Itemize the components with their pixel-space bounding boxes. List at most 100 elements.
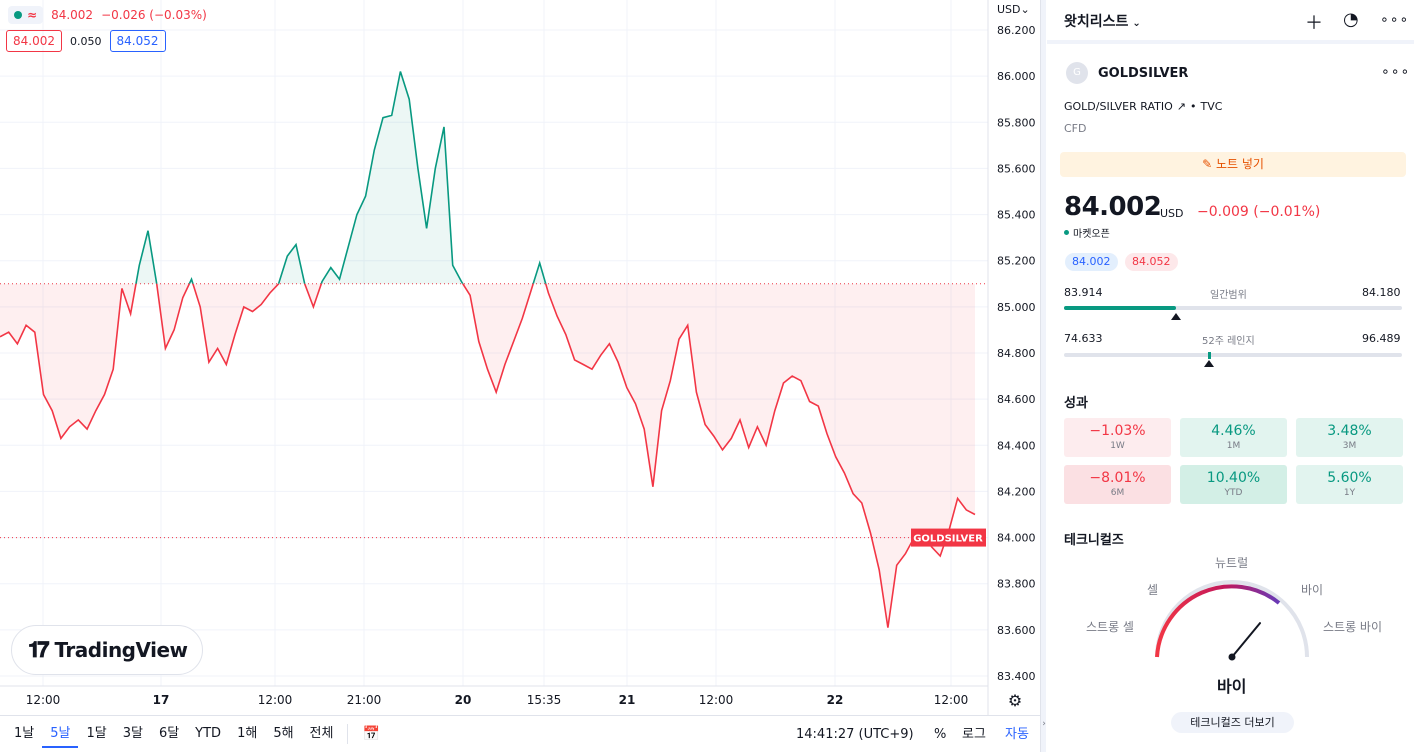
separator-dot: • (1189, 100, 1197, 113)
clock[interactable]: 14:41:27 (UTC+9) (796, 727, 914, 742)
currency-select[interactable]: USD⌄ (997, 3, 1030, 16)
range-button[interactable]: 1해 (237, 726, 258, 741)
edit-icon: ✎ (1202, 157, 1213, 171)
performance-cell[interactable]: −8.01% 6M (1064, 465, 1171, 504)
x-tick-label: 12:00 (258, 693, 293, 707)
external-link-icon[interactable]: ↗ (1176, 100, 1186, 113)
performance-cell[interactable]: −1.03% 1W (1064, 418, 1171, 457)
add-note-button[interactable]: ✎ 노트 넣기 (1060, 152, 1406, 177)
performance-value: 3.48% (1327, 423, 1372, 439)
symbol-type: CFD (1064, 122, 1087, 135)
chevron-right-icon[interactable]: › (1042, 719, 1046, 729)
area-down (0, 283, 975, 628)
range-button[interactable]: 1날 (14, 726, 35, 741)
week52-bar (1064, 353, 1402, 357)
symbol-row[interactable]: G GOLDSILVER (1066, 62, 1188, 84)
performance-period: 1Y (1343, 488, 1356, 498)
y-tick-label: 85.600 (997, 162, 1036, 175)
pie-chart-icon[interactable]: ◔ (1343, 9, 1359, 30)
performance-value: −8.01% (1089, 470, 1146, 486)
line-layer (0, 71, 976, 628)
performance-cell[interactable]: 4.46% 1M (1180, 418, 1287, 457)
watchlist-title[interactable]: 왓치리스트 ⌄ (1064, 11, 1141, 31)
performance-value: 10.40% (1206, 470, 1261, 486)
technicals-title[interactable]: 테크니컬즈 (1064, 533, 1124, 548)
chevron-down-icon: ⌄ (1020, 3, 1030, 16)
performance-cell[interactable]: 10.40% YTD (1180, 465, 1287, 504)
calendar-icon[interactable]: 📅 (362, 726, 380, 742)
legend-price: 84.002 (51, 8, 94, 22)
x-tick-label: 12:00 (699, 693, 734, 707)
spread-value: 0.050 (70, 34, 102, 48)
symbol-price-tag-label: GOLDSILVER (913, 534, 983, 545)
range-button[interactable]: 1달 (86, 726, 107, 741)
visibility-toggle[interactable]: ≈ (8, 6, 44, 24)
symbol-description: GOLD/SILVER RATIO ↗ • TVC (1064, 100, 1222, 113)
bottom-toolbar: 1날 5날 1달 3달 6달 YTD 1해 5해 전체 📅 14:41:27 (UTC+9) %… (0, 715, 1040, 752)
gauge-neutral-label: 뉴트럴 (1215, 556, 1249, 570)
y-tick-label: 84.400 (997, 439, 1036, 452)
legend-change: −0.026 (−0.03%) (101, 8, 207, 22)
range-button[interactable]: 전체 (309, 726, 334, 741)
chart-pane[interactable]: 86.200 86.000 85.800 85.600 85.400 85.200 85.0… (0, 0, 1040, 715)
market-status: 마켓오픈 (1064, 225, 1110, 240)
x-tick-label: 12:00 (26, 693, 61, 707)
ask-chip: 84.052 (1125, 253, 1178, 271)
tradingview-logo[interactable]: 𝟏𝟕 TradingView (11, 625, 203, 675)
legend-row: ≈ 84.002 −0.026 (−0.03%) (8, 6, 207, 24)
add-note-label: 노트 넣기 (1215, 157, 1264, 171)
pane-divider[interactable] (1040, 0, 1046, 752)
gauge-result: 바이 (1217, 677, 1247, 696)
more-icon[interactable]: ∘∘∘ (1381, 64, 1411, 80)
y-tick-label: 84.600 (997, 393, 1036, 406)
area-up (135, 71, 546, 284)
series-line-down (0, 283, 976, 628)
gear-icon[interactable]: ⚙ (1007, 691, 1023, 710)
ask-button[interactable]: 84.052 (109, 30, 166, 52)
range-button[interactable]: YTD (195, 726, 222, 741)
performance-grid: −1.03% 1W 4.46% 1M 3.48% 3M −8.01% 6M 10.40% YTD 5… (1064, 418, 1403, 504)
week52-label: 52주 레인지 (1202, 336, 1255, 347)
status-dot-icon (14, 11, 22, 19)
day-range-bar (1064, 306, 1402, 310)
y-tick-label: 85.400 (997, 209, 1036, 222)
more-technicals-button[interactable]: 테크니컬즈 더보기 (1171, 712, 1294, 733)
log-button[interactable]: 로그 (962, 727, 986, 742)
y-tick-label: 83.800 (997, 578, 1036, 591)
performance-value: 5.60% (1327, 470, 1372, 486)
bid-button[interactable]: 84.002 (6, 30, 62, 52)
performance-cell[interactable]: 5.60% 1Y (1296, 465, 1403, 504)
day-range-fill (1064, 306, 1176, 310)
performance-period: 3M (1342, 441, 1357, 451)
range-button[interactable]: 6달 (158, 726, 180, 741)
y-tick-label: 86.000 (997, 70, 1036, 83)
gauge-buy-label: 바이 (1301, 583, 1324, 597)
price-currency: USD (1160, 207, 1184, 220)
x-tick-label: 20 (455, 693, 472, 707)
range-button[interactable]: 5날 (42, 720, 79, 748)
gauge-track (1155, 580, 1309, 658)
performance-title: 성과 (1064, 396, 1088, 411)
watchlist-title-label: 왓치리스트 (1064, 14, 1129, 30)
more-icon[interactable]: ∘∘∘ (1380, 12, 1410, 28)
price-change: −0.009 (−0.01%) (1197, 204, 1321, 220)
plus-icon[interactable]: ＋ (1305, 13, 1323, 34)
price-chart[interactable]: 86.200 86.000 85.800 85.600 85.400 85.200 85.0… (0, 0, 1040, 715)
bid-chip: 84.002 (1065, 253, 1118, 271)
right-panel: 왓치리스트 ⌄ ＋ ◔ ∘∘∘ G GOLDSILVER ∘∘∘ GOLD/SIL… (1047, 0, 1414, 752)
performance-value: −1.03% (1089, 423, 1146, 439)
day-range-marker-icon (1170, 313, 1181, 320)
performance-cell[interactable]: 3.48% 3M (1296, 418, 1403, 457)
watchlist-header: 왓치리스트 ⌄ ＋ ◔ ∘∘∘ (1047, 0, 1414, 44)
range-buttons: 1날 5날 1달 3달 6달 YTD 1해 5해 전체 (0, 720, 341, 748)
performance-period: 1W (1110, 441, 1125, 451)
technicals-gauge (1155, 580, 1309, 661)
percent-button[interactable]: % (934, 727, 947, 742)
auto-button[interactable]: 자동 (1005, 727, 1029, 742)
description-text[interactable]: GOLD/SILVER RATIO (1064, 100, 1173, 113)
x-tick-label: 15:35 (527, 693, 562, 707)
range-button[interactable]: 3달 (122, 726, 143, 741)
last-price: 84.002 (1064, 192, 1162, 222)
range-button[interactable]: 5해 (273, 726, 294, 741)
